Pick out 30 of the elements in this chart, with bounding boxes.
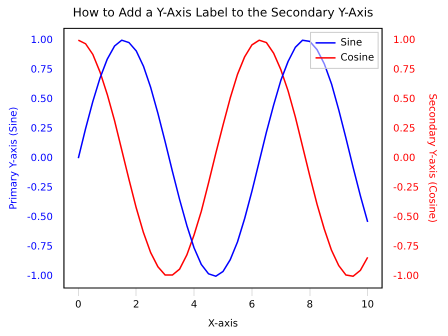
x-tick-label: 10 [361,300,374,311]
y-tick-label: -0.75 [27,241,53,252]
y-axis-title: Primary Y-axis (Sine) [8,106,20,210]
y2-tick-label: 0.25 [393,123,416,134]
legend-label: Sine [340,37,362,48]
x-axis-title: X-axis [208,318,238,330]
y-tick-label: 0.75 [30,64,53,76]
y-tick-label: -0.50 [27,212,53,223]
y-tick-label: -1.00 [27,270,53,282]
x-tick-label: 8 [306,300,313,311]
x-tick-label: 4 [190,300,198,311]
y2-tick-label: 0.50 [393,94,416,105]
y-tick-label: 0.25 [30,123,53,134]
y2-tick-label: -1.00 [393,270,419,282]
y-tick-label: -0.25 [27,182,53,194]
y2-tick-label: -0.25 [393,182,419,194]
y2-tick-label: 0.00 [393,152,416,164]
x-tick-label: 2 [133,300,140,311]
x-tick-label: 6 [248,300,256,311]
y2-tick-label: 1.00 [393,34,416,46]
x-tick-label: 0 [75,300,82,311]
y2-tick-label: -0.50 [393,212,419,223]
y-tick-label: 0.00 [30,152,53,164]
chart-title: How to Add a Y-Axis Label to the Secondary Y-Axis [72,5,374,20]
y2-tick-label: 0.75 [393,64,416,76]
legend-label: Cosine [340,52,374,64]
y2-tick-label: -0.75 [393,241,419,252]
y-tick-label: 1.00 [30,34,53,46]
y2-axis-title: Secondary Y-axis (Cosine) [426,94,438,223]
y-tick-label: 0.50 [30,94,53,105]
